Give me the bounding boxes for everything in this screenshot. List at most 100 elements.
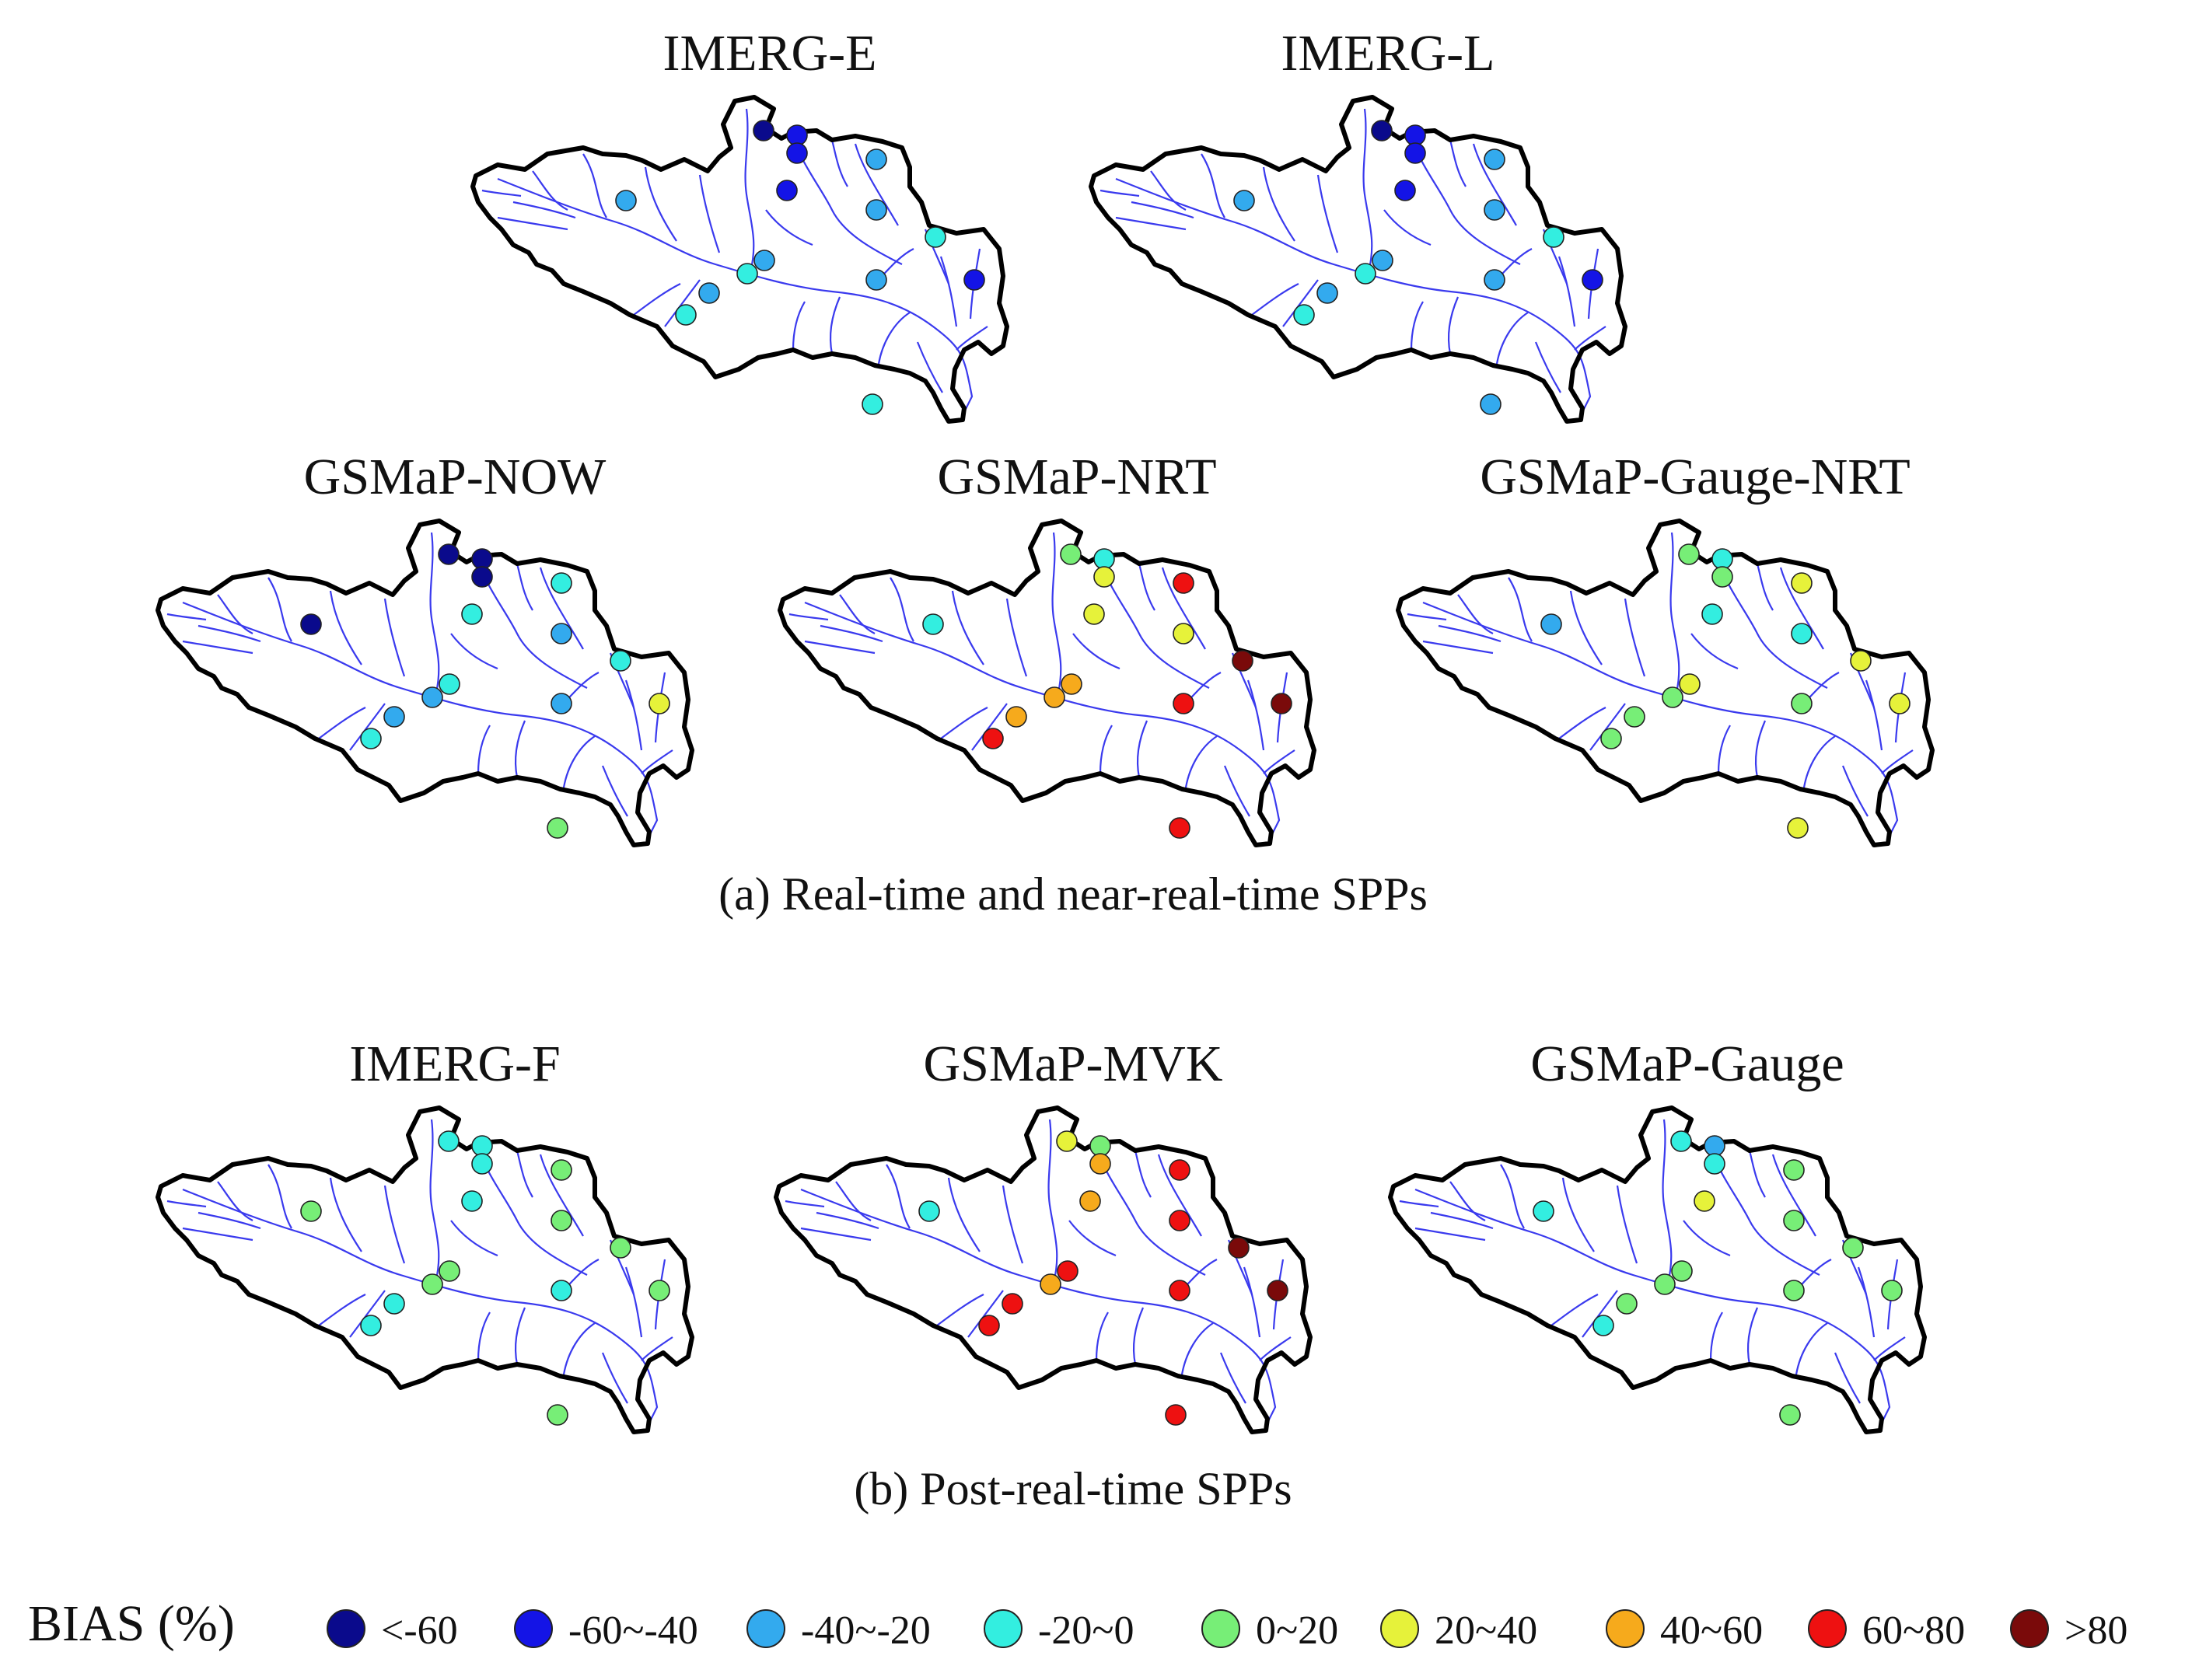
basin-outline	[774, 1105, 1313, 1434]
station-marker	[438, 1130, 460, 1152]
station-marker	[1670, 1130, 1692, 1152]
station-marker	[1060, 543, 1082, 565]
river-line	[1574, 326, 1606, 351]
river-line	[1362, 108, 1373, 273]
station-marker	[1881, 1280, 1903, 1301]
station-marker	[1355, 263, 1376, 285]
station-marker	[1783, 1159, 1805, 1181]
legend-swatch	[1380, 1609, 1419, 1648]
basin-fill	[158, 521, 692, 845]
legend-label: 60~80	[1862, 1608, 1965, 1653]
river-line	[804, 601, 1281, 837]
river-line	[785, 1200, 825, 1208]
map-panel-imerg-l: IMERG-L	[1089, 25, 1627, 424]
station-marker	[1089, 1135, 1111, 1157]
station-marker	[1582, 269, 1603, 291]
river-line	[1748, 1150, 1766, 1198]
station-marker	[1704, 1135, 1725, 1157]
basin-fill	[158, 1108, 692, 1432]
station-marker	[1711, 566, 1733, 588]
station-marker	[1791, 623, 1813, 644]
station-marker	[610, 650, 631, 672]
station-marker	[551, 623, 572, 644]
station-marker	[786, 124, 808, 146]
river-line	[890, 577, 914, 642]
river-line	[835, 1181, 872, 1221]
river-line	[318, 1294, 366, 1326]
legend-item: <-60	[327, 1608, 458, 1653]
river-line	[182, 1227, 253, 1242]
station-marker	[963, 269, 985, 291]
station-marker	[439, 1260, 460, 1282]
station-marker	[862, 393, 883, 415]
river-line	[624, 679, 643, 751]
station-marker	[1271, 693, 1292, 714]
river-line	[349, 1290, 386, 1338]
river-line	[562, 1322, 596, 1375]
station-marker	[982, 728, 1004, 749]
station-marker	[1662, 686, 1683, 708]
station-marker	[753, 250, 775, 271]
basin-outline	[1089, 95, 1627, 424]
river-line	[166, 613, 207, 621]
station-marker	[300, 613, 322, 635]
river-line	[800, 1188, 1277, 1423]
river-line	[1223, 765, 1250, 817]
river-line	[198, 624, 261, 643]
station-marker	[649, 1280, 670, 1301]
river-line	[497, 177, 974, 413]
river-line	[1746, 1307, 1759, 1365]
river-line	[829, 296, 841, 355]
river-line	[1072, 633, 1120, 670]
station-marker	[786, 142, 808, 164]
station-marker	[1372, 250, 1393, 271]
river-line	[450, 1220, 498, 1257]
basin-fill	[473, 97, 1007, 421]
station-marker	[615, 190, 637, 211]
legend-swatch	[327, 1609, 365, 1648]
river-line	[481, 189, 522, 197]
river-line	[166, 1200, 207, 1208]
legend-item: 0~20	[1201, 1608, 1338, 1653]
station-marker	[922, 613, 944, 635]
station-marker	[1173, 572, 1194, 594]
river-line	[1282, 279, 1319, 327]
river-line	[1881, 749, 1914, 774]
basin-map	[156, 1105, 694, 1434]
station-marker	[1484, 199, 1505, 221]
station-marker	[1671, 1260, 1693, 1282]
station-marker	[1371, 120, 1393, 141]
legend-swatch	[1201, 1609, 1240, 1648]
station-marker	[1889, 693, 1911, 714]
basin-map	[778, 519, 1316, 847]
river-line	[633, 283, 681, 316]
station-marker	[1293, 304, 1315, 326]
river-line	[1569, 590, 1603, 665]
river-line	[1447, 296, 1460, 355]
station-marker	[1791, 572, 1813, 594]
river-line	[1219, 1352, 1246, 1404]
river-line	[1157, 1154, 1202, 1237]
river-line	[816, 1211, 879, 1230]
station-marker	[1165, 1404, 1187, 1426]
station-marker	[461, 1190, 483, 1212]
river-line	[939, 256, 958, 327]
station-marker	[1711, 548, 1733, 570]
river-line	[1095, 1312, 1109, 1361]
station-marker	[421, 686, 443, 708]
river-line	[450, 633, 498, 670]
station-marker	[1169, 1280, 1190, 1301]
station-marker	[1480, 393, 1502, 415]
river-line	[514, 720, 526, 778]
station-marker	[675, 304, 697, 326]
legend-swatch	[984, 1609, 1023, 1648]
station-marker	[1484, 269, 1505, 291]
river-line	[516, 563, 533, 611]
station-marker	[1779, 1404, 1801, 1426]
station-marker	[1404, 142, 1426, 164]
station-marker	[551, 1159, 572, 1181]
river-line	[1002, 1185, 1024, 1264]
river-line	[477, 1312, 491, 1361]
basin-fill	[1091, 97, 1625, 421]
legend-item: 60~80	[1808, 1608, 1965, 1653]
